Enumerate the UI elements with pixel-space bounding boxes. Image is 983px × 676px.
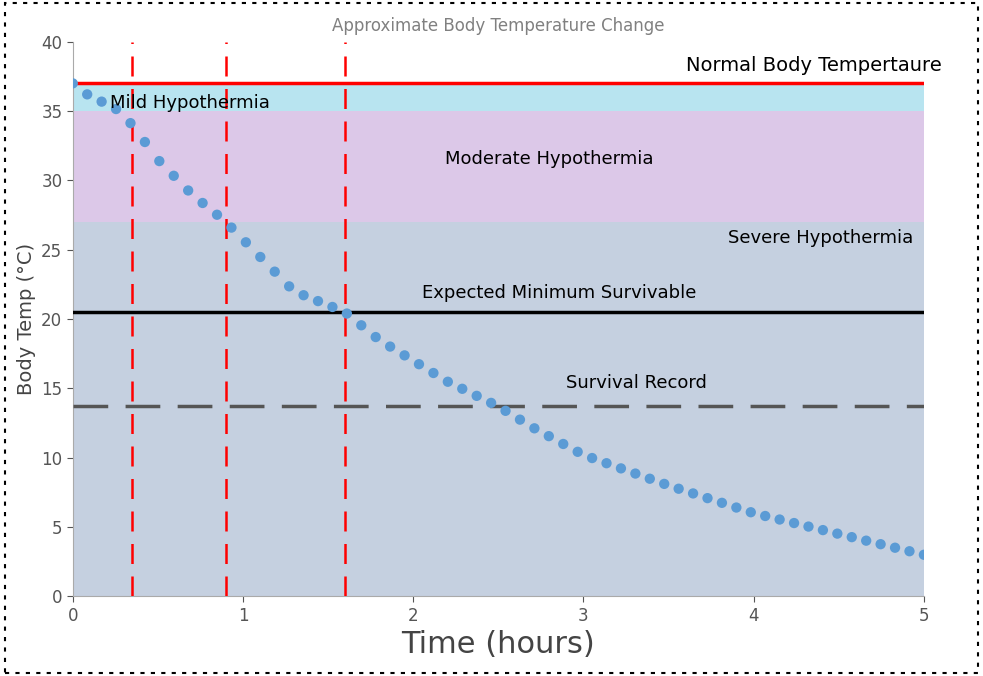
Point	[93, 96, 109, 107]
Point	[108, 103, 124, 114]
Point	[527, 423, 543, 434]
Point	[339, 308, 355, 319]
Text: Mild Hypothermia: Mild Hypothermia	[110, 94, 270, 112]
Point	[151, 155, 167, 166]
Point	[512, 414, 528, 425]
Point	[397, 350, 413, 361]
Text: Moderate Hypothermia: Moderate Hypothermia	[445, 150, 654, 168]
Point	[469, 391, 485, 402]
Point	[757, 510, 773, 521]
Point	[253, 251, 268, 262]
Point	[627, 468, 643, 479]
Point	[599, 458, 614, 468]
X-axis label: Time (hours): Time (hours)	[401, 630, 595, 659]
Point	[123, 118, 139, 128]
Text: Expected Minimum Survivable: Expected Minimum Survivable	[422, 285, 696, 302]
Point	[888, 542, 903, 553]
Point	[815, 525, 831, 535]
Bar	[73, 111, 924, 222]
Point	[843, 532, 859, 543]
Point	[266, 266, 282, 277]
Point	[873, 539, 889, 550]
Point	[555, 439, 571, 450]
Point	[166, 170, 182, 181]
Point	[411, 359, 427, 370]
Point	[440, 377, 456, 387]
Point	[311, 295, 326, 306]
Point	[830, 528, 845, 539]
Text: Survival Record: Survival Record	[566, 375, 708, 392]
Point	[800, 521, 816, 532]
Point	[570, 446, 586, 457]
Point	[497, 406, 513, 416]
Point	[484, 397, 499, 408]
Point	[180, 185, 196, 196]
Point	[454, 383, 470, 394]
Point	[714, 498, 729, 508]
Bar	[73, 83, 924, 111]
Point	[858, 535, 874, 546]
Point	[700, 493, 716, 504]
Title: Approximate Body Temperature Change: Approximate Body Temperature Change	[332, 17, 665, 34]
Point	[786, 518, 802, 529]
Point	[584, 453, 600, 464]
Point	[382, 341, 398, 352]
Point	[209, 210, 225, 220]
Point	[324, 301, 340, 312]
Point	[65, 78, 81, 89]
Point	[137, 137, 152, 147]
Point	[426, 368, 441, 379]
Point	[772, 514, 787, 525]
Point	[916, 550, 932, 560]
Point	[296, 290, 312, 301]
Y-axis label: Body Temp (°C): Body Temp (°C)	[17, 243, 35, 395]
Point	[728, 502, 744, 513]
Text: Severe Hypothermia: Severe Hypothermia	[728, 228, 913, 247]
Point	[368, 332, 383, 343]
Point	[613, 463, 629, 474]
Point	[195, 197, 210, 208]
Point	[743, 507, 759, 518]
Point	[657, 479, 672, 489]
Point	[238, 237, 254, 247]
Point	[901, 546, 917, 556]
Point	[541, 431, 556, 441]
Point	[281, 281, 297, 292]
Bar	[73, 222, 924, 596]
Point	[223, 222, 239, 233]
Point	[354, 320, 370, 331]
Point	[642, 473, 658, 484]
Point	[670, 483, 686, 494]
Point	[685, 488, 701, 499]
Text: Normal Body Tempertaure: Normal Body Tempertaure	[685, 56, 942, 75]
Point	[80, 89, 95, 100]
